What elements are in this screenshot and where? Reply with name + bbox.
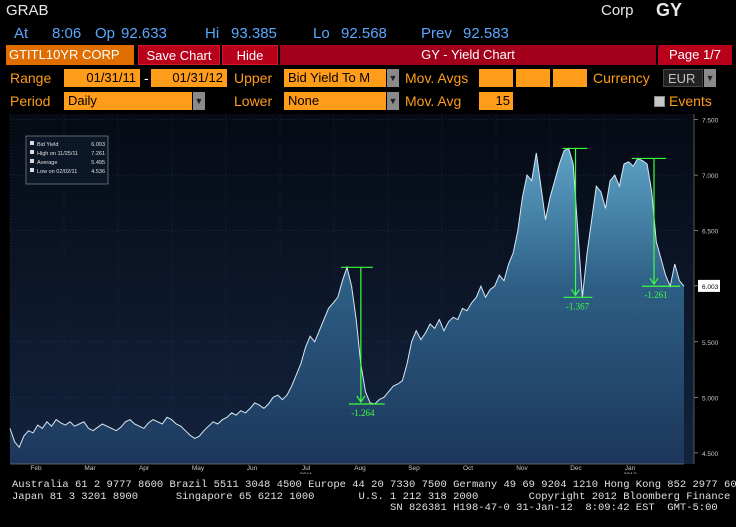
footer: Australia 61 2 9777 8600 Brazil 5511 304… [12, 479, 736, 514]
high-value: 93.385 [231, 25, 277, 42]
quote-row: At 8:06 Op 92.633 Hi 93.385 Lo 92.568 Pr… [0, 22, 736, 44]
lower-dropdown-icon[interactable]: ▼ [387, 92, 399, 110]
save-chart-button[interactable]: Save Chart [138, 45, 220, 65]
period-select[interactable]: Daily [64, 92, 192, 110]
y-tick-label: 6.500 [702, 229, 719, 236]
x-tick-label: May [192, 465, 205, 472]
mov-avg-label: Mov. Avg [405, 93, 462, 109]
x-tick-label: Oct [463, 465, 473, 472]
x-tick-label: Jul [302, 465, 311, 472]
x-tick-label: Mar [84, 465, 96, 472]
last-value-marker [698, 279, 720, 292]
security-type: Corp [601, 2, 634, 19]
upper-label: Upper [234, 70, 273, 86]
period-label: Period [10, 93, 51, 109]
function-code: GRAB [6, 2, 49, 19]
mov-avg-2-input[interactable] [516, 69, 550, 87]
legend-value: 7.261 [91, 151, 105, 157]
currency-label: Currency [593, 70, 650, 86]
at-label: At [14, 25, 29, 42]
x-tick-label: Aug [354, 465, 366, 472]
legend-value: 5.495 [91, 160, 105, 166]
range-separator: - [144, 70, 149, 86]
mov-avg-input[interactable]: 15 [479, 92, 513, 110]
low-value: 92.568 [341, 25, 387, 42]
toolbar: GTITL10YR CORP Save Chart Hide GY - Yiel… [0, 45, 736, 65]
legend-marker [30, 150, 34, 154]
open-label: Op [95, 25, 116, 42]
chart-svg: -1.264 -1.367 -1.261 7.500 7.000 6.500 6.003 5… [9, 114, 720, 479]
drawdown-annotation: -1.261 [631, 157, 681, 300]
yield-chart: -1.264 -1.367 -1.261 7.500 7.000 6.500 6.003 5… [0, 114, 736, 479]
x-tick-label: Jan [625, 465, 636, 472]
legend-label: Low on 02/02/11 [37, 169, 77, 175]
open-value: 92.633 [121, 25, 167, 42]
mov-avgs-label: Mov. Avgs [405, 70, 469, 86]
y-tick-label: 5.500 [702, 340, 719, 347]
lower-label: Lower [234, 93, 273, 109]
chart-title: GY - Yield Chart [280, 45, 656, 65]
legend-label: Average [37, 160, 57, 166]
x-tick-label: Jun [247, 465, 258, 472]
mov-avg-3-input[interactable] [553, 69, 587, 87]
y-tick-label: 6.003 [702, 284, 719, 291]
y-tick-label: 5.000 [702, 395, 719, 402]
x-tick-label: Apr [139, 465, 150, 472]
events-checkbox[interactable] [654, 96, 665, 107]
period-dropdown-icon[interactable]: ▼ [193, 92, 205, 110]
currency-select[interactable]: EUR [663, 69, 703, 87]
legend-value: 4.536 [91, 169, 105, 175]
events-label: Events [669, 93, 712, 109]
header-row: GRAB Corp GY [0, 0, 736, 22]
drawdown-label: -1.261 [644, 290, 667, 300]
legend-value: 6.003 [91, 142, 105, 148]
legend-marker [30, 141, 34, 145]
range-label: Range [10, 70, 52, 86]
legend-label: High on 11/25/11 [37, 151, 78, 157]
page-indicator[interactable]: Page 1/7 [658, 45, 732, 65]
legend-marker [30, 159, 34, 163]
chart-legend: Bid Yield 6.003 High on 11/25/11 7.261 Avera… [25, 135, 109, 185]
mov-avg-1-input[interactable] [479, 69, 513, 87]
range-start-input[interactable]: 01/31/11 [64, 69, 140, 87]
quote-time: 8:06 [52, 25, 82, 42]
prev-label: Prev [421, 25, 452, 42]
function-name: GY [656, 0, 683, 20]
x-tick-label: Dec [570, 465, 582, 472]
y-tick-label: 4.500 [702, 451, 719, 458]
low-label: Lo [313, 25, 330, 42]
x-year-label: 2011 [300, 473, 314, 474]
lower-select[interactable]: None [284, 92, 386, 110]
legend-marker [30, 168, 34, 172]
x-tick-label: Nov [516, 465, 528, 472]
y-tick-label: 7.500 [702, 118, 719, 125]
currency-dropdown-icon[interactable]: ▼ [704, 69, 716, 87]
drawdown-annotation: -1.264 [341, 266, 385, 418]
drawdown-label: -1.264 [351, 408, 375, 418]
legend-label: Bid Yield [37, 142, 58, 148]
upper-select[interactable]: Bid Yield To M [284, 69, 386, 87]
y-tick-label: 7.000 [702, 173, 719, 180]
high-label: Hi [205, 25, 220, 42]
hide-button[interactable]: Hide [222, 45, 278, 65]
x-tick-label: Feb [30, 465, 42, 472]
drawdown-label: -1.367 [566, 301, 590, 311]
range-end-input[interactable]: 01/31/12 [151, 69, 227, 87]
x-year-label: 2012 [623, 473, 637, 474]
prev-value: 92.583 [463, 25, 509, 42]
yield-area [10, 148, 684, 464]
x-tick-label: Sep [408, 465, 420, 472]
upper-dropdown-icon[interactable]: ▼ [387, 69, 399, 87]
drawdown-annotation: -1.367 [562, 147, 593, 311]
ticker-field[interactable]: GTITL10YR CORP [6, 45, 134, 65]
